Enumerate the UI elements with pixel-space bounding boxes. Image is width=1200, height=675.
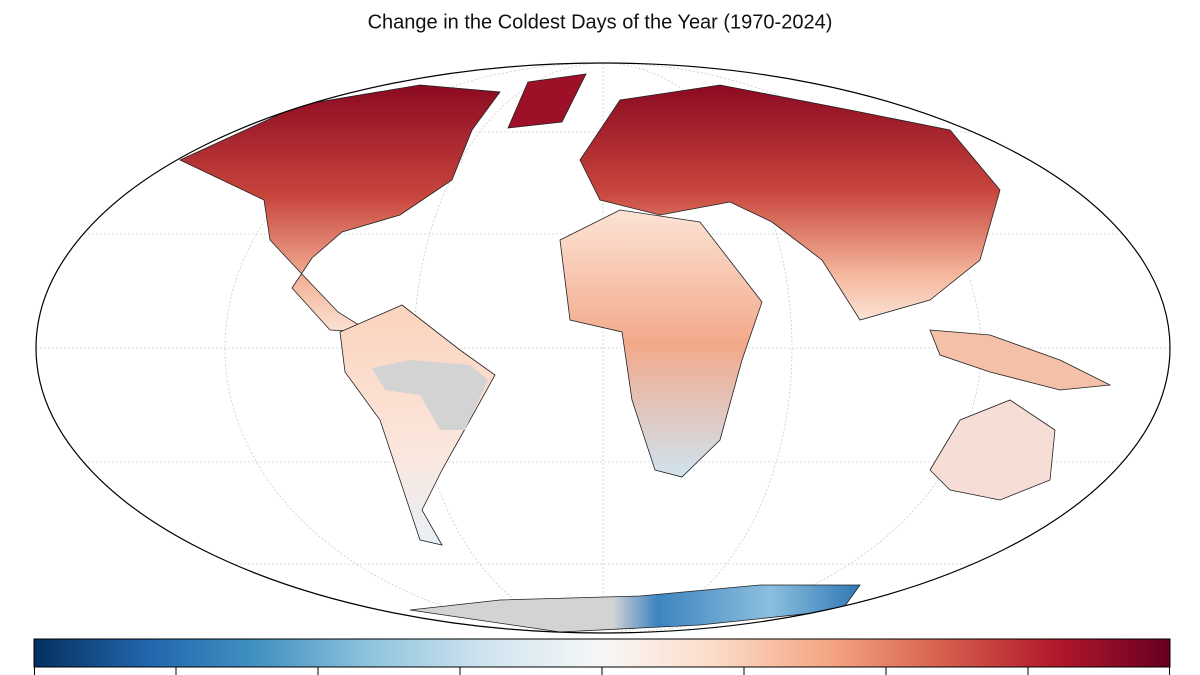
australia [929,399,1056,501]
north-america [179,84,501,333]
antarctica [409,584,861,633]
no-data-region [372,360,488,430]
eurasia [579,84,1001,321]
colorbar-scale [33,638,1171,668]
map-title: Change in the Coldest Days of the Year (… [368,11,833,33]
colorbar-ticks [34,667,1170,675]
africa [559,209,763,478]
map-body [36,63,1170,633]
map-outline [35,62,1171,634]
southeast-asia [929,329,1112,391]
greenland [507,73,587,129]
colorbar [33,638,1171,675]
